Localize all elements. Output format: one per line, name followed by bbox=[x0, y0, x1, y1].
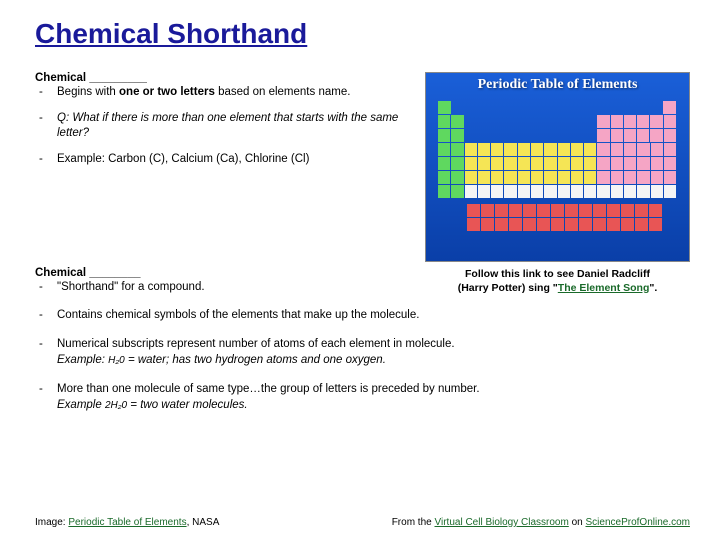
left-column: Chemical _________ - Begins with one or … bbox=[35, 72, 415, 295]
section1-heading: Chemical _________ bbox=[35, 72, 415, 84]
site-link[interactable]: ScienceProfOnline.com bbox=[586, 517, 691, 528]
example-text: Example: Carbon (C), Calcium (Ca), Chlor… bbox=[57, 152, 415, 168]
text-fragment: Begins with bbox=[57, 86, 119, 98]
formula: H₂0 bbox=[108, 355, 125, 366]
footer-text: on bbox=[569, 517, 586, 528]
bullet-text: "Shorthand" for a compound. bbox=[57, 280, 690, 296]
bullet-item: - Numerical subscripts represent number … bbox=[35, 337, 690, 368]
formula: 2H₂0 bbox=[105, 400, 127, 411]
footer-right: From the Virtual Cell Biology Classroom … bbox=[392, 517, 690, 528]
example-text: = two water molecules. bbox=[127, 399, 247, 411]
text-bold: one or two letters bbox=[119, 86, 215, 98]
example-text: = water; has two hydrogen atoms and one … bbox=[125, 354, 386, 366]
footer-left: Image: Periodic Table of Elements, NASA bbox=[35, 517, 219, 528]
footer-text: , NASA bbox=[187, 517, 220, 528]
caption-line1: Follow this link to see Daniel Radcliff bbox=[465, 268, 650, 280]
ptable-title: Periodic Table of Elements bbox=[426, 73, 689, 93]
example-label: Example: bbox=[57, 354, 108, 366]
bullet-item: - Example: Carbon (C), Calcium (Ca), Chl… bbox=[35, 152, 415, 168]
right-column: Periodic Table of Elements bbox=[425, 72, 690, 295]
question-text: Q: What if there is more than one elemen… bbox=[57, 111, 415, 142]
footer-text: Image: bbox=[35, 517, 68, 528]
image-source-link[interactable]: Periodic Table of Elements bbox=[68, 517, 186, 528]
bullet-text: Contains chemical symbols of the element… bbox=[57, 308, 690, 324]
example-label: Example bbox=[57, 399, 105, 411]
ptable-grid bbox=[438, 101, 677, 232]
section2: Chemical ________ - "Shorthand" for a co… bbox=[35, 267, 690, 413]
classroom-link[interactable]: Virtual Cell Biology Classroom bbox=[435, 517, 569, 528]
bullet-text: Numerical subscripts represent number of… bbox=[57, 338, 455, 350]
bullet-item: - Begins with one or two letters based o… bbox=[35, 85, 415, 101]
text-fragment: based on elements name. bbox=[215, 86, 351, 98]
bullet-item: - Contains chemical symbols of the eleme… bbox=[35, 308, 690, 324]
bullet-item: - "Shorthand" for a compound. bbox=[35, 280, 690, 296]
bullet-item: - Q: What if there is more than one elem… bbox=[35, 111, 415, 142]
periodic-table-image: Periodic Table of Elements bbox=[425, 72, 690, 262]
slide-title: Chemical Shorthand bbox=[35, 18, 690, 50]
footer-text: From the bbox=[392, 517, 435, 528]
bullet-text: More than one molecule of same type…the … bbox=[57, 383, 480, 395]
bullet-item: - More than one molecule of same type…th… bbox=[35, 382, 690, 413]
